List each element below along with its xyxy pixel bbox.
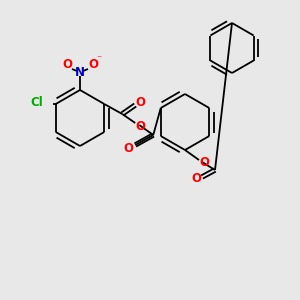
Text: O: O bbox=[191, 172, 201, 185]
Text: O: O bbox=[88, 58, 98, 70]
Text: O: O bbox=[135, 95, 145, 109]
Text: N: N bbox=[75, 65, 85, 79]
Text: O: O bbox=[199, 157, 209, 169]
Text: O: O bbox=[135, 119, 145, 133]
Text: Cl: Cl bbox=[30, 97, 43, 110]
Text: ⁻: ⁻ bbox=[96, 54, 102, 64]
Text: O: O bbox=[62, 58, 72, 70]
Text: O: O bbox=[123, 142, 133, 154]
